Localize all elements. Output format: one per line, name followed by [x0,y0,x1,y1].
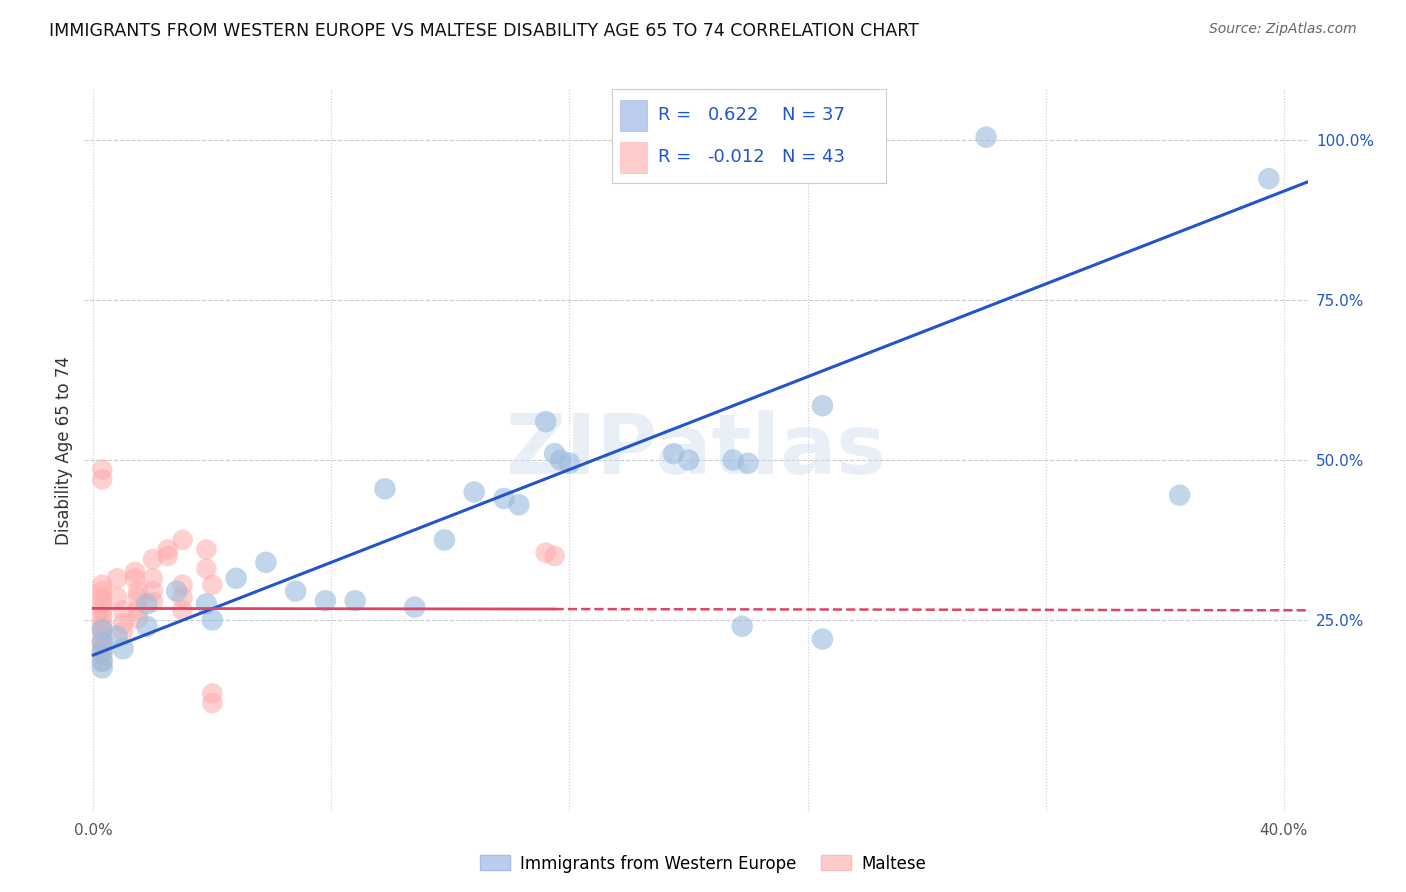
Point [172,603,194,617]
Point [91,645,114,659]
Point [91,641,114,656]
Point [737,456,759,470]
Point [142,595,165,609]
Point [678,453,700,467]
Point [127,591,149,605]
Point [112,641,135,656]
Point [91,591,114,605]
Point [91,635,114,649]
Point [91,463,114,477]
Point [91,655,114,669]
Point [201,696,224,710]
Point [550,453,572,467]
Point [172,591,194,605]
Point [124,571,146,585]
Point [508,498,530,512]
Point [135,597,157,611]
Point [166,584,188,599]
Point [112,624,135,639]
Point [91,584,114,599]
Point [492,491,515,506]
Point [91,629,114,643]
Point [91,623,114,637]
Point [1257,171,1279,186]
Point [91,648,114,662]
Point [91,661,114,675]
Point [284,584,307,599]
Point [195,597,218,611]
Point [91,635,114,649]
Point [91,623,114,637]
Point [105,571,128,585]
Point [91,655,114,669]
Point [127,612,149,626]
Text: N = 43: N = 43 [782,148,845,166]
Point [142,552,165,566]
Text: N = 37: N = 37 [782,106,845,124]
Text: Source: ZipAtlas.com: Source: ZipAtlas.com [1209,22,1357,37]
Point [91,597,114,611]
Point [543,447,565,461]
Point [156,542,179,557]
Text: IMMIGRANTS FROM WESTERN EUROPE VS MALTESE DISABILITY AGE 65 TO 74 CORRELATION CH: IMMIGRANTS FROM WESTERN EUROPE VS MALTES… [49,22,920,40]
FancyBboxPatch shape [620,100,647,131]
Point [558,456,581,470]
Point [811,632,834,646]
Point [811,399,834,413]
Point [534,415,557,429]
Point [127,603,149,617]
Point [91,603,114,617]
Point [314,593,336,607]
Point [543,549,565,563]
Point [201,578,224,592]
Point [135,619,157,633]
Point [156,549,179,563]
Point [91,472,114,486]
Point [254,555,277,569]
Point [172,533,194,547]
Point [195,542,218,557]
Text: R =: R = [658,148,692,166]
Point [124,565,146,579]
Point [105,591,128,605]
Point [1168,488,1191,502]
Point [404,600,426,615]
FancyBboxPatch shape [620,142,647,173]
Y-axis label: Disability Age 65 to 74: Disability Age 65 to 74 [55,356,73,545]
Point [142,584,165,599]
Text: -0.012: -0.012 [707,148,765,166]
Point [662,447,685,461]
Point [974,130,997,145]
Point [112,603,135,617]
Point [91,578,114,592]
Point [344,593,367,607]
Text: R =: R = [658,106,692,124]
Point [105,629,128,643]
Point [721,453,744,467]
Point [731,619,754,633]
Point [127,584,149,599]
Text: 0.622: 0.622 [707,106,759,124]
Point [201,613,224,627]
Point [225,571,247,585]
Text: ZIPatlas: ZIPatlas [506,410,886,491]
Point [201,686,224,700]
Point [112,616,135,631]
Point [463,485,485,500]
Point [433,533,456,547]
Point [91,616,114,631]
Point [534,546,557,560]
Point [374,482,396,496]
Point [142,571,165,585]
Point [172,578,194,592]
Legend: Immigrants from Western Europe, Maltese: Immigrants from Western Europe, Maltese [474,848,932,880]
Point [91,609,114,624]
Point [195,562,218,576]
